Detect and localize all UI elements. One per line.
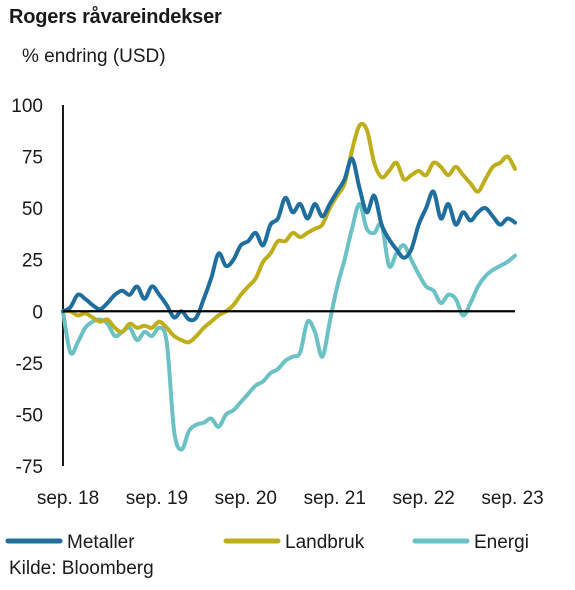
- legend-label-energi: Energi: [474, 532, 529, 553]
- series-line-landbruk: [61, 121, 517, 345]
- chart-title: Rogers råvareindekser: [9, 6, 222, 28]
- y-tick-label: 0: [32, 302, 43, 323]
- x-tick-label: sep. 19: [126, 488, 188, 509]
- y-tick-label: -50: [16, 405, 43, 426]
- y-tick-label: 50: [22, 199, 43, 220]
- y-tick-label: 25: [22, 251, 43, 272]
- x-tick-label: sep. 22: [393, 488, 455, 509]
- source-note: Kilde: Bloomberg: [9, 558, 154, 579]
- x-tick-label: sep. 23: [481, 488, 543, 509]
- x-tick-label: sep. 20: [215, 488, 277, 509]
- legend-label-metaller: Metaller: [67, 532, 135, 553]
- series-lines: [61, 121, 517, 452]
- y-tick-label: 100: [11, 96, 43, 117]
- legend-label-landbruk: Landbruk: [285, 532, 365, 553]
- x-tick-label: sep. 18: [37, 488, 99, 509]
- y-tick-labels: 100 75 50 25 0 -25 -50 -75: [11, 96, 43, 478]
- x-tick-label: sep. 21: [304, 488, 366, 509]
- y-tick-label: -75: [16, 457, 43, 478]
- x-tick-labels: sep. 18 sep. 19 sep. 20 sep. 21 sep. 22 sep. …: [37, 488, 544, 509]
- legend: Metaller Landbruk Energi: [5, 532, 529, 553]
- y-tick-label: 75: [22, 148, 43, 169]
- y-axis-unit-label: % endring (USD): [22, 46, 166, 67]
- series-line-metaller: [61, 156, 517, 323]
- series-line-energi: [61, 202, 517, 452]
- y-tick-label: -25: [16, 354, 43, 375]
